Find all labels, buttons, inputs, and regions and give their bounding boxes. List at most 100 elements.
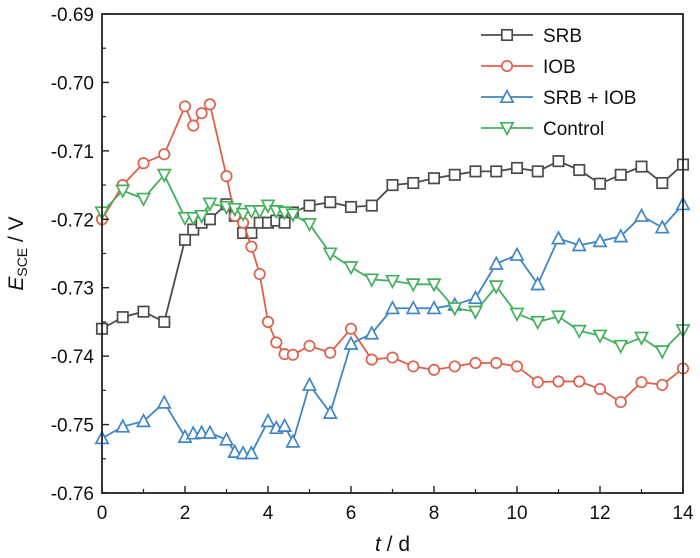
srb-iob-data-point <box>426 300 442 315</box>
srb-data-point <box>203 213 216 226</box>
x-axis-label: t / d <box>375 533 410 556</box>
iob-data-point <box>187 119 200 132</box>
iob-data-point <box>245 240 258 253</box>
srb-iob-data-point <box>115 418 131 433</box>
srb-data-point <box>593 177 607 190</box>
x-tick-label: 0 <box>97 503 108 524</box>
control-series-line <box>101 173 684 353</box>
srb-data-point <box>407 176 420 190</box>
srb-data-point <box>344 200 358 214</box>
srb-data-point <box>614 168 627 181</box>
plot-area <box>94 98 691 460</box>
iob-data-point <box>220 170 233 183</box>
control-data-point <box>343 261 359 276</box>
iob-data-point <box>490 356 503 370</box>
srb-iob-data-point <box>218 431 235 446</box>
srb-iob-data-point <box>550 230 567 245</box>
y-tick-label: -0.69 <box>51 5 94 26</box>
y-tick-label: -0.76 <box>51 484 94 505</box>
y-axis-label-subscript: SCE <box>14 248 30 277</box>
y-tick-label: -0.75 <box>51 416 94 437</box>
control-data-point <box>426 278 442 293</box>
srb-iob-series <box>94 196 691 460</box>
srb-legend-entry: SRB <box>481 26 582 47</box>
srb-iob-legend-label: SRB + IOB <box>543 88 636 109</box>
srb-iob-legend-entry: SRB + IOB <box>481 88 636 109</box>
iob-data-point <box>573 375 586 388</box>
x-tick-label: 14 <box>672 503 694 524</box>
control-data-point <box>115 184 131 199</box>
srb-iob-data-point <box>135 412 152 428</box>
iob-data-point <box>469 356 482 370</box>
control-legend-label: Control <box>543 119 604 140</box>
iob-data-point <box>158 148 171 161</box>
control-data-point <box>447 302 463 317</box>
srb-data-point <box>158 315 171 328</box>
srb-iob-data-point <box>467 289 484 305</box>
srb-iob-data-point <box>384 300 401 315</box>
control-data-point <box>384 274 401 290</box>
control-data-point <box>194 209 210 225</box>
iob-data-point <box>137 157 150 170</box>
srb-data-point <box>137 305 150 318</box>
iob-data-point <box>448 360 461 373</box>
iob-data-point <box>593 382 607 396</box>
x-axis-label-suffix: / d <box>381 533 410 556</box>
iob-data-point <box>270 336 283 349</box>
srb-data-point <box>469 165 482 178</box>
x-tick-label: 6 <box>346 503 357 524</box>
control-data-point <box>592 329 608 344</box>
control-data-point <box>235 207 251 223</box>
control-data-point <box>252 205 268 220</box>
iob-data-point <box>261 315 275 328</box>
srb-data-point <box>573 163 586 177</box>
srb-iob-data-point <box>202 424 218 439</box>
srb-legend-marker <box>500 28 514 42</box>
srb-data-point <box>552 155 565 168</box>
srb-iob-legend-marker <box>499 88 515 104</box>
x-tick-label: 10 <box>506 503 527 524</box>
iob-data-point <box>344 322 358 335</box>
srb-iob-data-point <box>364 325 380 340</box>
srb-data-point <box>324 196 337 209</box>
srb-data-point <box>116 311 129 324</box>
iob-data-point <box>365 353 378 366</box>
srb-iob-data-point <box>405 300 421 315</box>
srb-iob-data-point <box>488 255 504 270</box>
control-data-point <box>654 345 670 360</box>
srb-iob-data-point <box>530 276 546 291</box>
iob-data-point <box>178 100 192 113</box>
iob-series <box>95 98 690 409</box>
iob-legend-entry: IOB <box>481 57 576 78</box>
srb-iob-data-point <box>260 412 276 428</box>
srb-iob-data-point <box>301 376 318 391</box>
control-data-point <box>571 324 587 340</box>
srb-iob-data-point <box>633 207 650 222</box>
srb-iob-data-point <box>571 237 587 252</box>
y-axis-label-suffix: / V <box>5 216 28 248</box>
srb-data-point <box>510 161 524 175</box>
iob-data-point <box>531 376 544 389</box>
control-data-point <box>285 208 301 223</box>
control-data-point <box>405 278 421 293</box>
y-tick-label: -0.70 <box>51 73 94 94</box>
x-tick-label: 4 <box>263 503 274 524</box>
control-data-point <box>509 307 525 322</box>
x-tick-label: 8 <box>429 503 440 524</box>
control-data-point <box>550 310 567 325</box>
iob-data-point <box>253 267 266 281</box>
srb-legend-label: SRB <box>543 26 582 47</box>
control-data-point <box>322 247 338 262</box>
iob-data-point <box>303 339 316 352</box>
control-data-point <box>135 192 152 207</box>
srb-iob-data-point <box>343 335 359 350</box>
x-axis-label-prefix: t <box>375 533 382 556</box>
iob-data-point <box>635 376 648 389</box>
control-data-point <box>202 197 218 212</box>
srb-data-point <box>656 176 669 190</box>
control-data-point <box>156 168 172 184</box>
y-tick-label: -0.74 <box>51 347 95 368</box>
control-data-point <box>530 315 546 331</box>
